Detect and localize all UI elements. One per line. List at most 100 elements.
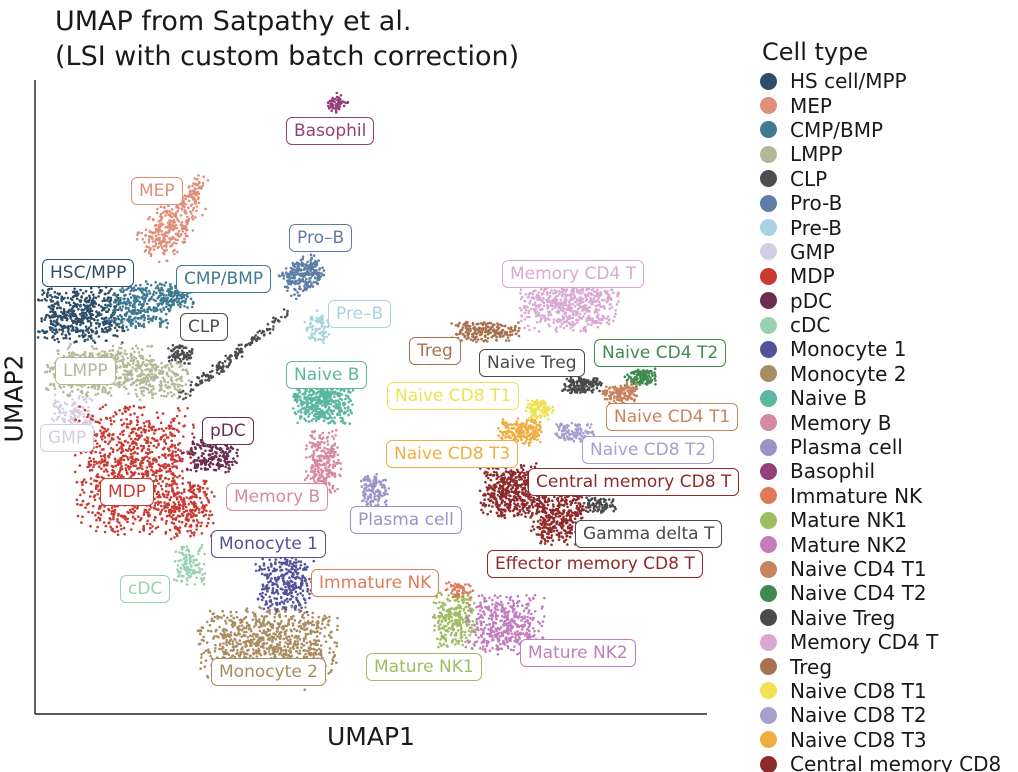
cluster-points (359, 473, 391, 507)
legend-item: GMP (760, 240, 1001, 264)
legend-label: Naive B (790, 386, 867, 411)
legend-label: Naive CD8 T2 (790, 703, 927, 728)
legend-swatch (760, 72, 777, 90)
legend-label: Immature NK (790, 483, 923, 508)
cluster-label: Pre–B (328, 300, 392, 328)
cluster-points (167, 343, 194, 365)
cluster-label: HSC/MPP (42, 259, 135, 287)
legend-label: Naive CD8 T1 (790, 678, 927, 703)
legend-item: Naive Treg (760, 606, 1001, 630)
cluster-points (554, 421, 596, 443)
cluster-label: Treg (409, 337, 461, 365)
cluster-points (431, 591, 479, 649)
legend-label: MDP (790, 264, 835, 289)
legend-swatch (760, 316, 777, 334)
cluster-label: CMP/BMP (176, 265, 272, 293)
legend-label: HS cell/MPP (790, 69, 907, 94)
cluster-label: Naive CD8 T1 (387, 382, 520, 410)
legend-label: Naive Treg (790, 605, 896, 630)
cluster-label: Naive B (286, 361, 368, 389)
cluster-points (561, 376, 603, 395)
legend-label: LMPP (790, 142, 843, 167)
legend-swatch (760, 170, 777, 188)
legend-swatch (760, 560, 777, 578)
legend-swatch (760, 487, 777, 505)
cluster-points (601, 381, 639, 405)
legend-item: CMP/BMP (760, 118, 1001, 142)
cluster-label: Naive Treg (479, 349, 585, 377)
legend-swatch (760, 97, 777, 115)
cluster-label: Naive CD4 T1 (606, 403, 739, 431)
cluster-label: MEP (131, 177, 183, 205)
cluster-points (303, 309, 331, 345)
chart-title-line-1: UMAP from Satpathy et al. (55, 6, 412, 37)
legend-swatch (760, 389, 777, 407)
cluster-label: CLP (180, 313, 228, 341)
cluster-label: Naive CD8 T3 (386, 440, 519, 468)
legend-label: cDC (790, 313, 831, 338)
cluster-label: cDC (120, 575, 171, 603)
legend-label: Monocyte 1 (790, 337, 907, 362)
legend-swatch (760, 267, 777, 285)
cluster-points (326, 91, 350, 114)
legend-clip: Cell type HS cell/MPP MEP CMP/BMP LMPP CLP Pr… (750, 0, 1018, 772)
legend-swatch (760, 511, 777, 529)
legend-label: GMP (790, 239, 835, 264)
x-axis-label: UMAP1 (327, 722, 415, 751)
legend-items: HS cell/MPP MEP CMP/BMP LMPP CLP Pro-B Pre-B GM… (760, 69, 1001, 772)
legend-item: HS cell/MPP (760, 69, 1001, 93)
cluster-points (623, 367, 657, 388)
cluster-label: Effector memory CD8 T (487, 550, 703, 578)
cluster-points (180, 436, 239, 474)
legend-label: Basophil (790, 459, 876, 484)
legend-item: Naive CD8 T2 (760, 703, 1001, 727)
legend-label: Plasma cell (790, 435, 903, 460)
cluster-label: GMP (40, 424, 95, 452)
legend-label: Naive CD8 T3 (790, 727, 927, 752)
cluster-points (164, 479, 216, 541)
legend-label: Mature NK2 (790, 532, 908, 557)
legend-item: Naive CD4 T2 (760, 581, 1001, 605)
legend-swatch (760, 462, 777, 480)
legend-item: MEP (760, 93, 1001, 118)
legend-swatch (760, 658, 777, 676)
legend-swatch (760, 121, 777, 139)
legend-label: Memory B (790, 410, 892, 435)
cluster-label: Immature NK (311, 569, 440, 597)
legend-swatch (760, 731, 777, 749)
cluster-label: MDP (100, 478, 155, 506)
legend-swatch (760, 414, 777, 432)
legend-item: Naive CD4 T1 (760, 557, 1001, 581)
legend-swatch (760, 292, 777, 310)
legend-swatch (760, 340, 777, 358)
legend-item: Monocyte 1 (760, 337, 1001, 361)
legend-item: Treg (760, 654, 1001, 679)
legend-swatch (760, 706, 777, 724)
legend-item: Central memory CD8 (760, 752, 1001, 772)
legend-title: Cell type (762, 38, 869, 66)
legend-label: Pro-B (790, 191, 843, 216)
legend: Cell type HS cell/MPP MEP CMP/BMP LMPP CLP Pr… (760, 38, 1001, 772)
legend-item: Basophil (760, 459, 1001, 483)
cluster-label: Monocyte 1 (211, 530, 326, 558)
legend-item: Memory CD4 T (760, 630, 1001, 654)
cluster-label: Naive CD4 T2 (594, 339, 727, 367)
legend-label: MEP (790, 93, 832, 118)
legend-swatch (760, 145, 777, 163)
legend-label: CMP/BMP (790, 117, 884, 142)
legend-item: Immature NK (760, 484, 1001, 508)
cluster-points (129, 359, 191, 402)
legend-label: pDC (790, 288, 833, 313)
legend-item: Naive CD8 T3 (760, 728, 1001, 752)
cluster-points (183, 174, 210, 204)
legend-item: Memory B (760, 410, 1001, 435)
cluster-points (524, 398, 555, 422)
cluster-points (177, 308, 289, 401)
legend-item: Monocyte 2 (760, 362, 1001, 386)
cluster-label: Plasma cell (350, 506, 462, 534)
legend-item: Naive CD8 T1 (760, 679, 1001, 703)
legend-swatch (760, 219, 777, 237)
cluster-label: Memory B (226, 483, 329, 511)
legend-label: Naive CD4 T1 (790, 557, 927, 581)
cluster-points (582, 496, 617, 514)
